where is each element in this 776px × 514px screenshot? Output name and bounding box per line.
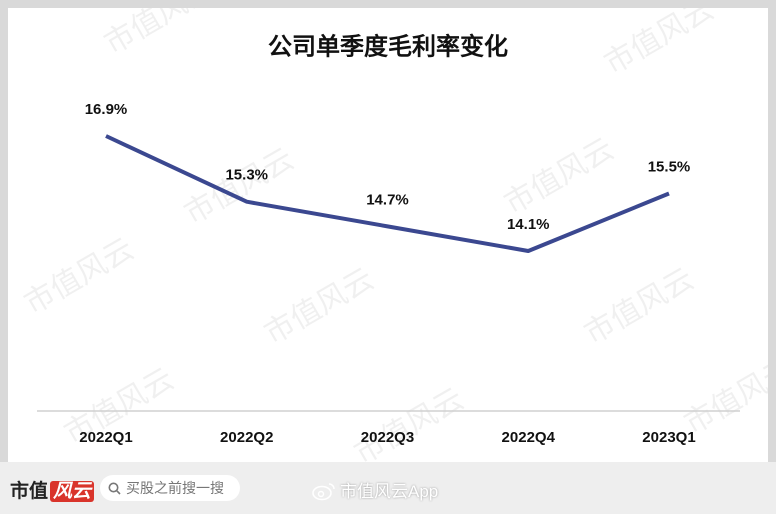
watermark: 市值风云 — [499, 132, 619, 221]
watermark: 市值风云 — [349, 382, 469, 462]
logo-right: 风云 — [50, 481, 95, 502]
app-text: 市值风云App — [340, 482, 439, 501]
watermark: 市值风云 — [179, 142, 299, 231]
search-icon — [108, 482, 121, 495]
data-label: 16.9% — [85, 101, 128, 118]
watermark: 市值风云 — [19, 232, 139, 321]
search-text: 买股之前搜一搜 — [126, 480, 224, 496]
chart-panel: 市值风云 市值风云 市值风云 市值风云 市值风云 市值风云 市值风云 市值风云 市值风云 市值风云… — [8, 0, 776, 471]
x-tick-label: 2023Q1 — [642, 429, 695, 446]
data-label: 14.7% — [366, 191, 409, 208]
data-label: 15.3% — [225, 167, 268, 184]
weibo-icon — [312, 483, 335, 501]
watermark: 市值风云 — [259, 262, 379, 351]
data-label: 15.5% — [648, 158, 691, 175]
footer: 市值 风云 买股之前搜一搜 市值风云App — [0, 462, 776, 514]
app-credit: 市值风云App — [312, 477, 438, 502]
x-tick-label: 2022Q2 — [220, 429, 273, 446]
logo: 市值 风云 — [10, 476, 95, 503]
x-tick-label: 2022Q1 — [79, 429, 132, 446]
watermark: 市值风云 — [599, 8, 719, 81]
search-box[interactable]: 买股之前搜一搜 — [100, 475, 240, 501]
data-label: 14.1% — [507, 216, 550, 233]
logo-left: 市值 — [10, 481, 49, 502]
watermark: 市值风云 — [99, 8, 219, 61]
watermark: 市值风云 — [579, 262, 699, 351]
x-tick-label: 2022Q3 — [361, 429, 414, 446]
x-tick-label: 2022Q4 — [502, 429, 556, 446]
chart-title: 公司单季度毛利率变化 — [268, 32, 508, 60]
watermark: 市值风云 — [679, 352, 768, 441]
line — [105, 134, 670, 253]
